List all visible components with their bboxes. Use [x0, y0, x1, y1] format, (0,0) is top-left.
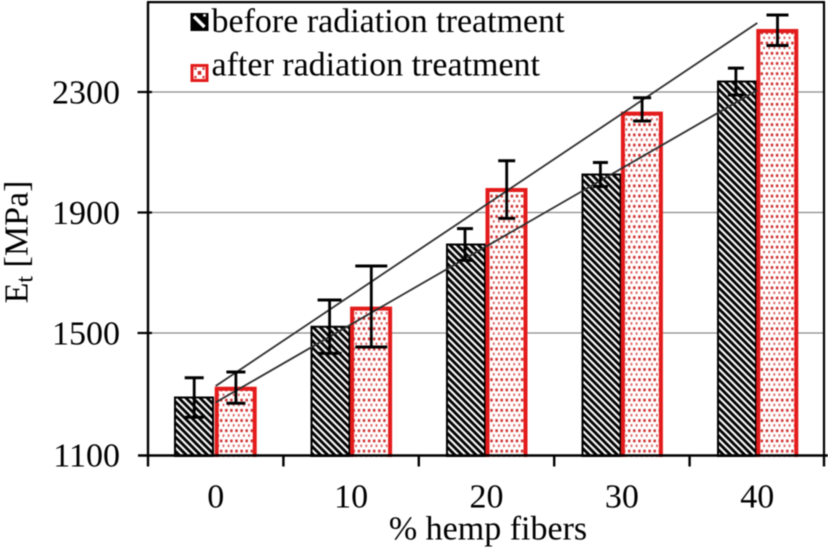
svg-text:0: 0	[207, 478, 224, 515]
svg-text:20: 20	[470, 478, 504, 515]
svg-text:1100: 1100	[53, 438, 120, 475]
svg-text:% hemp fibers: % hemp fibers	[389, 511, 587, 548]
svg-text:1500: 1500	[52, 316, 120, 353]
svg-text:2300: 2300	[52, 75, 120, 112]
svg-text:1900: 1900	[52, 195, 120, 232]
svg-text:40: 40	[740, 478, 774, 515]
svg-text:10: 10	[334, 478, 368, 515]
svg-text:30: 30	[605, 478, 639, 515]
svg-text:after radiation treatment: after radiation treatment	[212, 47, 541, 84]
svg-text:Et [MPa]: Et [MPa]	[0, 181, 39, 304]
svg-text:before radiation treatment: before radiation treatment	[212, 3, 566, 40]
